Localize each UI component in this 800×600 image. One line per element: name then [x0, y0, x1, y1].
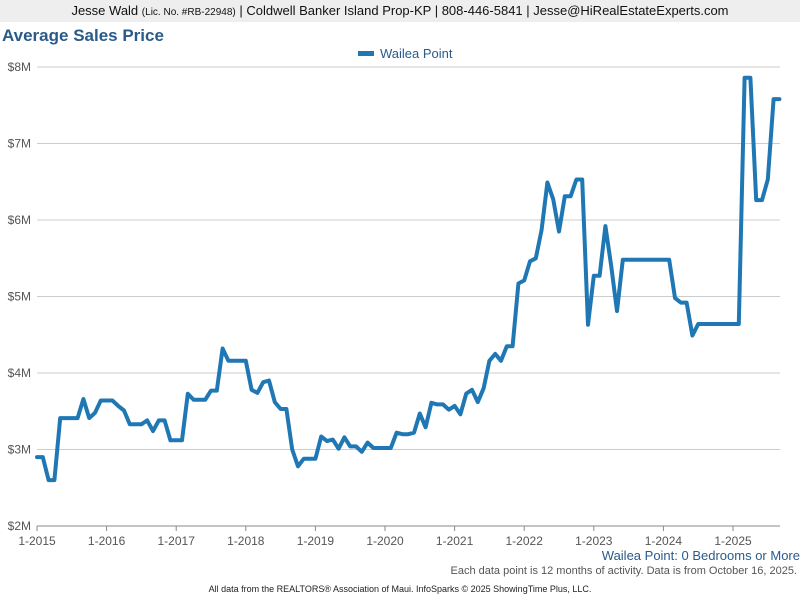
x-tick-label: 1-2025 [714, 534, 752, 548]
x-tick-label: 1-2019 [297, 534, 335, 548]
x-tick-label: 1-2020 [366, 534, 404, 548]
series-layer [35, 75, 782, 483]
y-axis-ticks: $2M $3M $4M $5M $6M $7M $8M [8, 60, 31, 533]
agent-name: Jesse Wald [71, 3, 139, 18]
legend-label: Wailea Point [380, 46, 453, 61]
agent-contact: | Coldwell Banker Island Prop-KP | 808-4… [239, 3, 729, 18]
x-tick-label: 1-2017 [158, 534, 196, 548]
series-line-wailea-point[interactable] [35, 75, 782, 483]
chart-subtitle: Wailea Point: 0 Bedrooms or More [601, 548, 800, 563]
x-tick-label: 1-2018 [227, 534, 265, 548]
y-tick-label: $6M [8, 213, 31, 227]
x-tick-label: 1-2021 [436, 534, 474, 548]
footer-credit: All data from the REALTORS® Association … [208, 584, 592, 594]
x-tick-label: 1-2024 [645, 534, 683, 548]
x-tick-label: 1-2022 [506, 534, 544, 548]
y-tick-label: $7M [8, 137, 31, 151]
y-tick-label: $3M [8, 443, 31, 457]
license-number: (Lic. No. #RB-22948) [141, 7, 236, 18]
grid-lines [37, 66, 780, 527]
header-bar: Jesse Wald (Lic. No. #RB-22948) | Coldwe… [0, 0, 800, 22]
y-tick-label: $8M [8, 60, 31, 74]
x-axis-ticks: 1-2015 1-2016 1-2017 1-2018 1-2019 1-2020 1-20… [18, 526, 752, 548]
legend-swatch [358, 51, 374, 56]
data-note: Each data point is 12 months of activity… [450, 565, 797, 577]
x-tick-label: 1-2016 [88, 534, 126, 548]
x-tick-label: 1-2015 [18, 534, 56, 548]
legend[interactable]: Wailea Point [358, 46, 453, 61]
y-tick-label: $2M [8, 519, 31, 533]
x-tick-label: 1-2023 [575, 534, 613, 548]
chart-title: Average Sales Price [2, 26, 164, 45]
y-tick-label: $4M [8, 366, 31, 380]
y-tick-label: $5M [8, 290, 31, 304]
